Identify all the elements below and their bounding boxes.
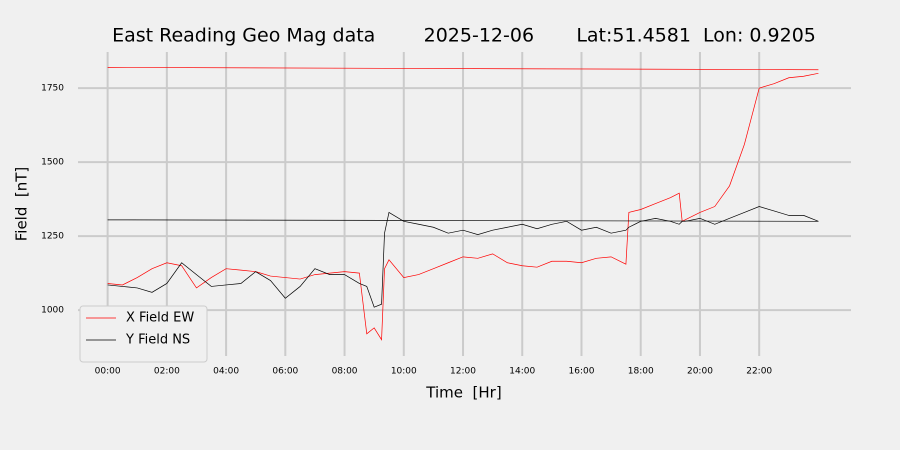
x-tick-label: 16:00	[569, 367, 595, 377]
y-tick-label: 1750	[41, 84, 64, 94]
chart-title: East Reading Geo Mag data 2025-12-06 Lat…	[112, 25, 816, 47]
legend-box	[79, 305, 208, 363]
data-line	[107, 219, 819, 222]
x-tick-label: 06:00	[272, 367, 298, 377]
legend-label: X Field EW	[126, 311, 194, 326]
x-tick-label: 10:00	[391, 367, 417, 377]
x-tick-label: 22:00	[746, 367, 772, 377]
x-axis-label: Time [Hr]	[425, 384, 501, 402]
x-tick-label: 12:00	[450, 367, 476, 377]
y-tick-label: 1500	[41, 158, 64, 168]
x-tick-label: 04:00	[213, 367, 239, 377]
x-tick-label: 14:00	[509, 367, 535, 377]
data-line	[107, 67, 819, 71]
y-axis-label: Field [nT]	[13, 167, 31, 242]
legend: X Field EW Y Field NS	[79, 305, 208, 363]
legend-label: Y Field NS	[125, 333, 190, 348]
x-tick-label: 08:00	[332, 367, 358, 377]
data-line	[107, 72, 819, 341]
y-tick-label: 1250	[41, 232, 64, 242]
x-tick-label: 20:00	[687, 367, 713, 377]
x-tick-label: 18:00	[628, 367, 654, 377]
x-tick-label: 00:00	[95, 367, 121, 377]
y-tick-label: 1000	[41, 306, 64, 316]
x-tick-label: 02:00	[154, 367, 180, 377]
